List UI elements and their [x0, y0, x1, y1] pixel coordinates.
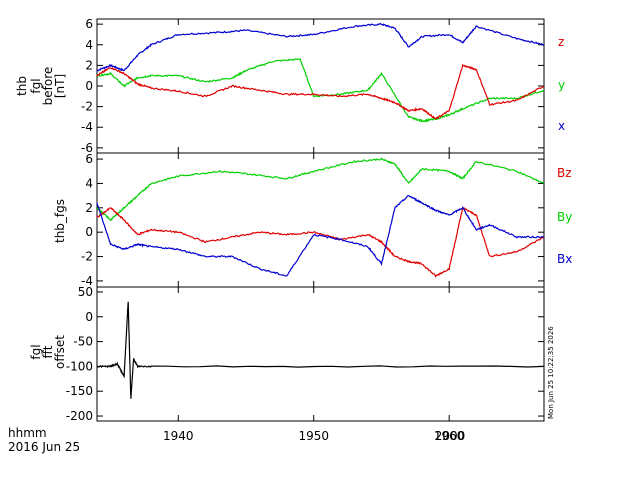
- panel-top: -6 -4 -2 0 2 4 6 thb fgl before [nT] z y x: [15, 17, 565, 155]
- panel-bottom-ylabel-1: fgl: [29, 344, 43, 359]
- panel-1-ytick-label-4: 4: [85, 176, 93, 190]
- panel-2-series-offset: [96, 301, 545, 399]
- panel-0-series-x: [96, 22, 545, 72]
- xaxis-tick-label-0: 1940: [163, 429, 194, 443]
- xaxis-tick-label-1: 1950: [298, 429, 329, 443]
- panel-2-ytick-label-5: 50: [78, 285, 93, 299]
- panel-top-series: [96, 22, 545, 123]
- panel-top-ylabel-1: thb: [15, 76, 29, 96]
- panel-middle-ticks: -4 -2 0 2 4 6: [81, 152, 544, 288]
- xaxis-label-date: 2016 Jun 25: [8, 440, 80, 454]
- legend-top-z: z: [558, 35, 564, 49]
- legend-middle-bz: Bz: [557, 166, 572, 180]
- panel-0-ytick-label-5: 4: [85, 38, 93, 52]
- panel-0-ytick-label-6: 6: [85, 17, 93, 31]
- legend-top-x: x: [558, 119, 565, 133]
- panel-1-ytick-label-2: 0: [85, 225, 93, 239]
- timestamp: Mon Jun 25 10:22:35 2026: [547, 326, 555, 419]
- panel-2-ytick-label-4: 0: [85, 310, 93, 324]
- legend-top-y: y: [558, 78, 565, 92]
- panel-bottom-series: [96, 301, 545, 399]
- panel-bottom-ylabel-2: fft: [41, 345, 55, 358]
- panel-0-ytick-label-1: -4: [81, 120, 93, 134]
- panel-2-ytick-label-0: -200: [66, 409, 93, 423]
- panel-top-ylabel-2: fgl: [29, 78, 43, 93]
- panel-bottom-ticks: -200 -150 -100 -50 0 50: [66, 285, 544, 423]
- panel-bottom-ylabel-3: offset: [53, 335, 67, 369]
- panel-middle-series: [96, 157, 545, 278]
- panel-1-ytick-label-3: 2: [85, 201, 93, 215]
- panel-bottom: -200 -150 -100 -50 0 50 fgl fft offset: [29, 285, 545, 423]
- panel-bottom-frame: [96, 286, 545, 422]
- panel-1-series-Bz: [96, 207, 545, 278]
- panel-2-ytick-label-1: -150: [66, 384, 93, 398]
- xaxis-label-hhmm: hhmm: [8, 426, 47, 440]
- panel-0-ytick-label-2: -2: [81, 100, 93, 114]
- panel-1-ytick-label-1: -2: [81, 250, 93, 264]
- panel-0-ytick-label-3: 0: [85, 79, 93, 93]
- panel-1-ytick-label-0: -4: [81, 274, 93, 288]
- legend-middle-by: By: [557, 210, 572, 224]
- panel-0-ytick-label-4: 2: [85, 58, 93, 72]
- panel-2-ytick-label-3: -50: [73, 335, 93, 349]
- panel-1-ytick-label-5: 6: [85, 152, 93, 166]
- panel-1-series-By: [96, 157, 545, 221]
- xaxis-tick-label-3: 2000: [435, 429, 466, 443]
- legend-middle-bx: Bx: [557, 252, 572, 266]
- panel-1-series-Bx: [96, 194, 545, 277]
- panel-top-ylabel-3: before: [41, 67, 55, 106]
- panel-middle: -4 -2 0 2 4 6 thb_fgs Bz By Bx: [53, 152, 572, 288]
- xaxis-tick-label-2: 1960: [434, 429, 465, 443]
- panel-top-ticks: -6 -4 -2 0 2 4 6: [81, 17, 544, 155]
- panel-2-ytick-label-2: -100: [66, 359, 93, 373]
- panel-0-series-y: [96, 58, 545, 123]
- panel-middle-frame: [96, 152, 545, 288]
- panel-0-ytick-label-0: -6: [81, 141, 93, 155]
- panel-0-series-z: [96, 63, 545, 120]
- panel-top-ylabel-4: [nT]: [53, 74, 67, 98]
- panel-middle-ylabel: thb_fgs: [53, 199, 67, 243]
